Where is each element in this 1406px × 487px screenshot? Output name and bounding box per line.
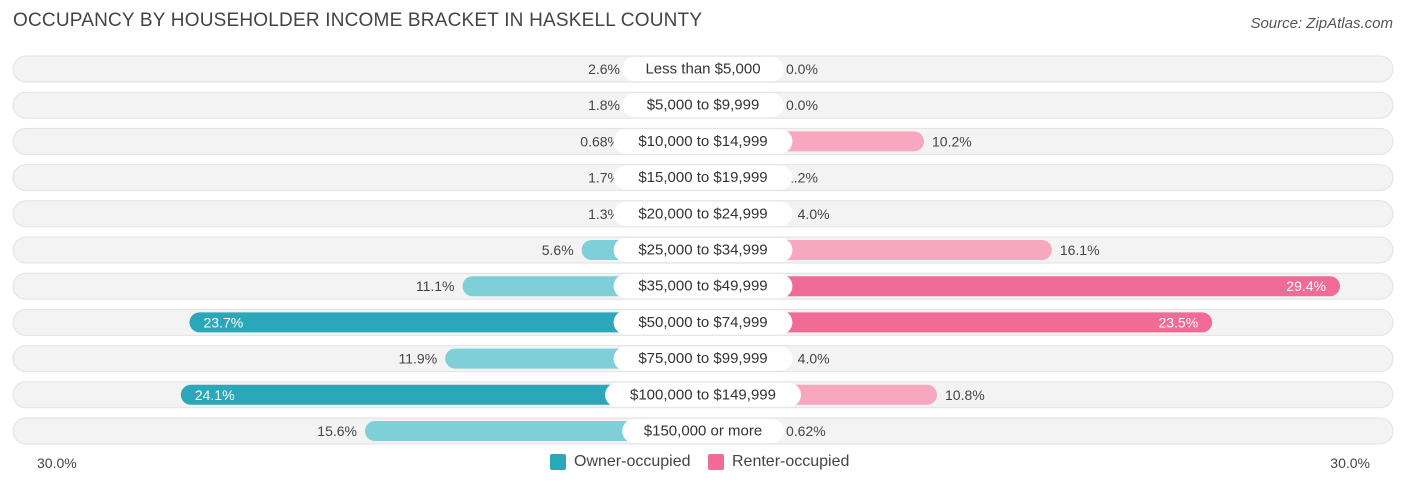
category-pill [613, 274, 793, 299]
category-pill [622, 93, 784, 118]
category-pill [613, 238, 793, 262]
category-pill [622, 57, 784, 81]
category-label: $35,000 to $49,999 [638, 278, 767, 295]
legend: Owner-occupied Renter-occupied [0, 453, 1406, 473]
legend-label-renter: Renter-occupied [732, 453, 850, 470]
legend-swatch-owner [550, 454, 566, 470]
owner-value-label: 24.1% [195, 387, 235, 403]
category-pill [622, 419, 784, 443]
legend-item-renter[interactable]: Renter-occupied [708, 453, 849, 471]
renter-value-label: 0.0% [786, 61, 818, 77]
category-label: $50,000 to $74,999 [638, 314, 767, 331]
legend-item-owner[interactable]: Owner-occupied [550, 453, 691, 471]
bar-owner [365, 421, 703, 441]
bar-renter [703, 312, 1213, 333]
category-label: $20,000 to $24,999 [638, 205, 767, 222]
owner-value-label: 11.1% [416, 278, 455, 294]
source-note: Source: ZipAtlas.com [1250, 15, 1393, 32]
category-pill [613, 346, 793, 371]
renter-value-label: 0.0% [786, 97, 818, 113]
owner-value-label: 15.6% [317, 423, 357, 439]
category-label: $75,000 to $99,999 [638, 350, 767, 367]
category-label: $150,000 or more [644, 423, 762, 440]
owner-value-label: 1.7% [588, 170, 620, 186]
bar-owner [189, 312, 703, 333]
owner-value-label: 23.7% [204, 314, 244, 330]
renter-value-label: 29.4% [1286, 278, 1326, 294]
category-label: Less than $5,000 [645, 61, 760, 78]
category-pill [613, 165, 793, 190]
category-label: $100,000 to $149,999 [630, 386, 776, 403]
renter-value-label: 16.1% [1060, 242, 1100, 258]
owner-value-label: 2.6% [588, 61, 620, 77]
category-label: $5,000 to $9,999 [647, 97, 760, 114]
axis-left-label: 30.0% [37, 455, 77, 471]
renter-value-label: 10.8% [945, 387, 985, 403]
renter-value-label: 1.2% [786, 170, 818, 186]
category-label: $10,000 to $14,999 [638, 133, 767, 150]
category-pill [613, 129, 793, 154]
category-label: $25,000 to $34,999 [638, 242, 767, 259]
bar-owner [180, 384, 704, 405]
owner-value-label: 1.3% [588, 206, 620, 222]
owner-value-label: 0.68% [580, 133, 620, 149]
category-pill [613, 201, 793, 226]
renter-value-label: 4.0% [798, 206, 830, 222]
axis-right-label: 30.0% [1330, 455, 1370, 471]
renter-value-label: 0.62% [786, 423, 826, 439]
owner-value-label: 1.8% [588, 97, 620, 113]
bar-renter [703, 276, 1340, 297]
legend-label-owner: Owner-occupied [574, 453, 691, 470]
category-pill [605, 382, 801, 407]
renter-value-label: 4.0% [798, 351, 830, 367]
chart-title: OCCUPANCY BY HOUSEHOLDER INCOME BRACKET … [13, 10, 703, 31]
category-label: $15,000 to $19,999 [638, 169, 767, 186]
chart-plot: 2.6% 0.0% Less than $5,000 1.8% 0.0% $5,000 t… [12, 55, 1394, 445]
renter-value-label: 23.5% [1158, 314, 1198, 330]
legend-swatch-renter [708, 454, 724, 470]
owner-value-label: 11.9% [398, 351, 437, 367]
category-pill [613, 310, 793, 335]
renter-value-label: 10.2% [932, 133, 972, 149]
owner-value-label: 5.6% [542, 242, 574, 258]
